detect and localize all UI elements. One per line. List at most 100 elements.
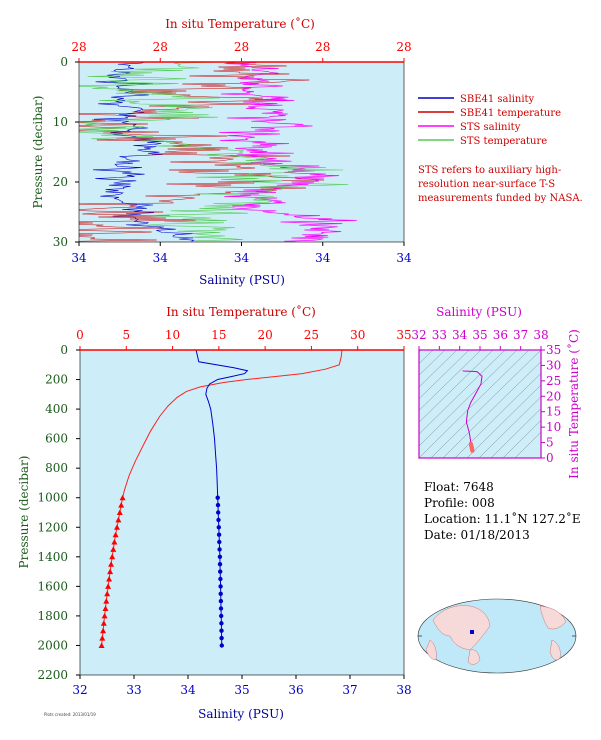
top-profile-panel: In situ Temperature (˚C) 28 28 28 28 28 Sali… [31,16,412,287]
map-land-south-america [549,639,561,661]
float-id-text: Float: 7648 [424,480,494,494]
profile-number-text: Profile: 008 [424,496,495,510]
temperature-point [102,605,109,611]
main-pres-tick-8: 1600 [37,579,68,593]
ts-density-contours [419,350,541,458]
main-pressure-tick-labels: 0 200 400 600 800 1000 1200 1400 1600 1800 2000 220… [37,343,80,682]
salinity-point [218,576,223,582]
main-temp-tick-6: 30 [350,328,365,342]
ts-sal-tick-2: 34 [452,328,468,342]
map-float-location-marker [470,630,474,634]
ts-sal-tick-5: 37 [513,328,528,342]
salinity-point [216,517,221,523]
ts-sal-tick-4: 36 [493,328,508,342]
ts-density-contour [419,350,530,458]
salinity-point [217,562,223,567]
main-pres-tick-10: 2000 [37,638,68,652]
top-sal-tick-2: 34 [234,251,250,265]
ts-deep-point [470,448,475,453]
top-pres-tick-2: 20 [53,175,68,189]
map-land-australia [467,649,481,665]
top-salinity-tick-labels: 34 34 34 34 34 [71,242,412,265]
ts-density-contour [502,419,541,458]
ts-temp-tick-6: 30 [546,358,561,372]
salinity-point [216,510,221,515]
top-pressure-axis-title: Pressure (decibar) [31,96,45,209]
temperature-point [116,509,123,515]
temperature-point [100,627,107,634]
main-temp-tick-0: 0 [76,328,84,342]
temperature-point [119,494,126,501]
salinity-point [219,635,224,641]
main-pres-tick-7: 1400 [37,550,68,564]
salinity-point [218,591,223,596]
credit-text: Plots created: 2013/01/19 [44,712,96,717]
main-pressure-axis-title: Pressure (decibar) [17,456,31,569]
temperature-point [118,502,125,508]
top-pres-tick-3: 30 [53,235,68,249]
top-sal-tick-0: 34 [71,251,87,265]
location-text: Location: 11.1˚N 127.2˚E [424,512,581,526]
ts-sal-tick-3: 35 [472,328,487,342]
date-text: Date: 01/18/2013 [424,528,530,542]
main-plot-area [80,350,404,675]
main-temp-tick-4: 20 [258,328,273,342]
ts-density-contour [514,431,541,458]
temperature-point [109,553,116,560]
top-pres-tick-0: 0 [60,55,68,69]
ts-trace [462,370,483,453]
temperature-point [115,516,122,523]
main-salinity-tick-labels: 32 33 34 35 36 37 38 [72,675,412,697]
ts-density-contour [419,350,494,423]
temperature-point [105,583,112,589]
map-land-africa [425,639,437,661]
top-sts-temperature-trace [79,62,349,242]
temperature-point [110,546,117,552]
t-s-diagram-panel: Salinity (PSU) 32 33 34 35 36 37 38 In situ Te… [411,305,581,479]
ts-density-contour [419,350,482,411]
top-temp-tick-4: 28 [396,40,411,54]
temperature-point [103,598,110,604]
ts-temp-tick-1: 5 [546,436,554,450]
salinity-point [218,569,223,574]
map-land-americas [539,605,567,630]
ts-temp-tick-0: 0 [546,451,554,465]
top-profile-traces [79,62,357,242]
salinity-point [218,584,223,589]
top-temperature-axis-title: In situ Temperature (˚C) [165,16,315,31]
ts-temp-tick-2: 10 [546,420,561,434]
main-profile-traces [98,349,343,648]
main-temperature-tick-labels: 0 5 10 15 20 25 30 35 [76,328,412,350]
top-pres-tick-1: 10 [53,115,68,129]
top-pressure-tick-labels: 0 10 20 30 [53,55,79,249]
top-temperature-tick-labels: 28 28 28 28 28 [71,40,412,62]
salinity-point [215,502,221,508]
temperature-point [98,642,105,648]
main-temp-tick-5: 25 [304,328,319,342]
main-sal-tick-3: 35 [234,683,249,697]
legend-label-0: SBE41 salinity [460,94,535,105]
ts-density-contour [419,350,518,447]
salinity-point [219,643,224,648]
ts-density-contour [442,361,541,458]
temperature-point [112,531,119,538]
temperature-point [107,568,114,575]
main-sal-tick-5: 37 [342,683,357,697]
salinity-profile-line [195,349,249,498]
ts-sal-tick-1: 33 [432,328,447,342]
main-sal-tick-1: 33 [126,683,141,697]
ts-salinity-axis-title: Salinity (PSU) [436,305,522,319]
ts-salinity-tick-labels: 32 33 34 35 36 37 38 [411,328,549,350]
top-salinity-axis-title: Salinity (PSU) [199,273,285,287]
main-temp-tick-7: 35 [396,328,411,342]
ts-temp-tick-7: 35 [546,343,561,357]
temperature-point [108,561,115,567]
top-sbe41-temperature-trace [79,62,325,242]
legend-label-1: SBE41 temperature [460,108,561,119]
ts-plot-area [419,350,541,458]
main-temperature-axis-title: In situ Temperature (˚C) [166,304,316,319]
ts-density-contour [419,350,470,400]
ts-density-contour [430,350,541,458]
salinity-point [219,613,224,619]
